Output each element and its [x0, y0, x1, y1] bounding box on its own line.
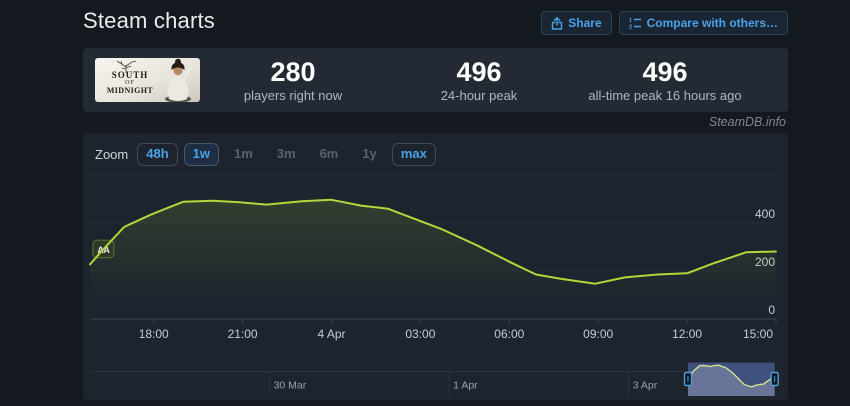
steamdb-watermark: SteamDB.info — [708, 115, 786, 129]
zoom-buttons: 48h 1w 1m 3m 6m 1y max — [137, 143, 436, 166]
x-tick-label: 4 Apr — [317, 327, 345, 341]
players-line — [89, 198, 777, 285]
zoom-button-1m: 1m — [225, 143, 262, 166]
navigator-date-label: 1 Apr — [453, 380, 478, 392]
stat-alltime-peak: 496 all-time peak 16 hours ago — [572, 57, 758, 103]
alltime-value: 496 — [642, 56, 688, 87]
stat-24h-peak: 496 24-hour peak — [386, 57, 572, 103]
character-art — [165, 58, 193, 102]
zoom-button-1y: 1y — [353, 143, 385, 166]
y-tick-label: 400 — [755, 207, 775, 221]
share-button[interactable]: Share — [541, 11, 612, 35]
page-title: Steam charts — [83, 8, 216, 33]
zoom-button-48h[interactable]: 48h — [137, 143, 178, 166]
x-tick-label: 06:00 — [494, 327, 524, 341]
players-area — [90, 199, 776, 319]
zoom-bar-label: Zoom — [95, 146, 129, 162]
navigator-date-label: 30 Mar — [274, 380, 307, 392]
svg-text:1: 1 — [629, 18, 632, 24]
game-capsule[interactable]: SOUTH OF MIDNIGHT — [95, 58, 200, 102]
x-tick-label: 21:00 — [228, 327, 258, 341]
compare-button[interactable]: 1 2 Compare with others… — [618, 11, 788, 35]
share-button-label: Share — [568, 16, 602, 30]
compare-button-label: Compare with others… — [646, 16, 778, 30]
share-icon — [552, 16, 563, 30]
peak24-label: 24-hour peak — [440, 88, 518, 104]
x-tick-label: 03:00 — [405, 327, 435, 341]
x-tick-label: 15:00 — [743, 327, 773, 341]
x-tick-label: 12:00 — [672, 327, 702, 341]
zoom-button-3m: 3m — [268, 143, 305, 166]
zoom-button-max[interactable]: max — [391, 143, 436, 166]
svg-text:2: 2 — [629, 25, 632, 30]
x-tick-label: 18:00 — [139, 327, 169, 341]
navigator-date-label: 3 Apr — [633, 380, 658, 392]
zoom-button-1w[interactable]: 1w — [183, 143, 219, 166]
header-buttons: Share 1 2 Compare with others… — [541, 11, 788, 35]
stats-card: SOUTH OF MIDNIGHT 280 players right now … — [83, 48, 788, 112]
zoom-bar: Zoom 48h 1w 1m 3m 6m 1y max — [95, 143, 436, 166]
current-players-value: 280 — [270, 56, 316, 87]
game-logo: SOUTH OF MIDNIGHT — [106, 70, 154, 95]
x-tick-label: 09:00 — [583, 327, 613, 341]
zoom-button-6m: 6m — [311, 143, 348, 166]
current-players-label: players right now — [243, 88, 343, 104]
stat-current-players: 280 players right now — [200, 57, 386, 103]
alltime-label: all-time peak 16 hours ago — [588, 88, 742, 104]
peak24-value: 496 — [456, 56, 502, 87]
plot-area[interactable] — [90, 170, 776, 319]
tree-logo-icon — [116, 60, 137, 73]
ordered-list-icon: 1 2 — [629, 18, 641, 30]
navigator-series — [688, 364, 775, 396]
navigator-window[interactable] — [688, 362, 775, 397]
